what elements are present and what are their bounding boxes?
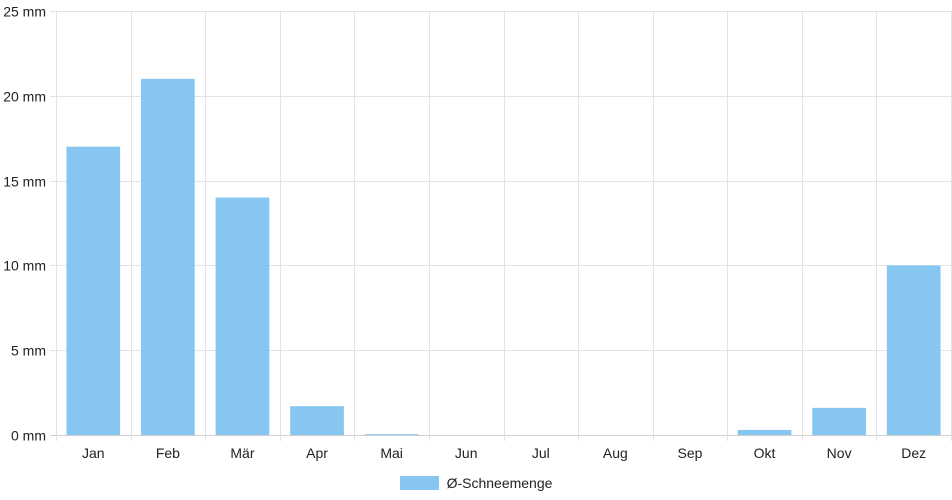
y-tick-label: 10 mm (3, 258, 46, 274)
bar-mai[interactable] (364, 434, 419, 435)
x-tick-label: Apr (306, 445, 328, 461)
legend[interactable]: Ø-Schneemenge (0, 472, 952, 494)
x-tick-label: Sep (677, 445, 702, 461)
bar-dez[interactable] (886, 265, 941, 435)
bar-nov[interactable] (812, 407, 866, 435)
legend-swatch (399, 476, 439, 490)
bar-okt[interactable] (737, 429, 792, 435)
x-tick-label: Aug (603, 445, 628, 461)
y-axis-tick-labels: 0 mm 5 mm 10 mm 15 mm 20 mm 25 mm (3, 4, 46, 444)
bar-feb[interactable] (141, 78, 195, 435)
y-tick-label: 0 mm (11, 428, 46, 444)
y-tick-label: 15 mm (3, 174, 46, 190)
x-tick-label: Nov (827, 445, 852, 461)
x-tick-label: Mär (230, 445, 254, 461)
x-tick-label: Dez (901, 445, 926, 461)
x-tick-label: Mai (380, 445, 403, 461)
x-axis-tick-labels: Jan Feb Mär Apr Mai Jun Jul Aug Sep Okt Nov Dez (82, 445, 926, 461)
x-tick-label: Feb (156, 445, 180, 461)
bar-jan[interactable] (66, 146, 121, 435)
x-tick-label: Jul (532, 445, 550, 461)
snowfall-bar-chart: 0 mm 5 mm 10 mm 15 mm 20 mm 25 mm Jan Feb Mär Ap… (3, 4, 952, 461)
legend-label: Ø-Schneemenge (446, 475, 553, 491)
bars (66, 78, 941, 435)
y-tick-label: 25 mm (3, 4, 46, 20)
y-tick-label: 5 mm (11, 343, 46, 359)
grid-lines (50, 11, 952, 441)
bar-apr[interactable] (290, 406, 344, 435)
x-tick-label: Okt (754, 445, 776, 461)
y-tick-label: 20 mm (3, 89, 46, 105)
x-tick-label: Jun (455, 445, 478, 461)
bar-mär[interactable] (215, 197, 270, 435)
x-tick-label: Jan (82, 445, 105, 461)
